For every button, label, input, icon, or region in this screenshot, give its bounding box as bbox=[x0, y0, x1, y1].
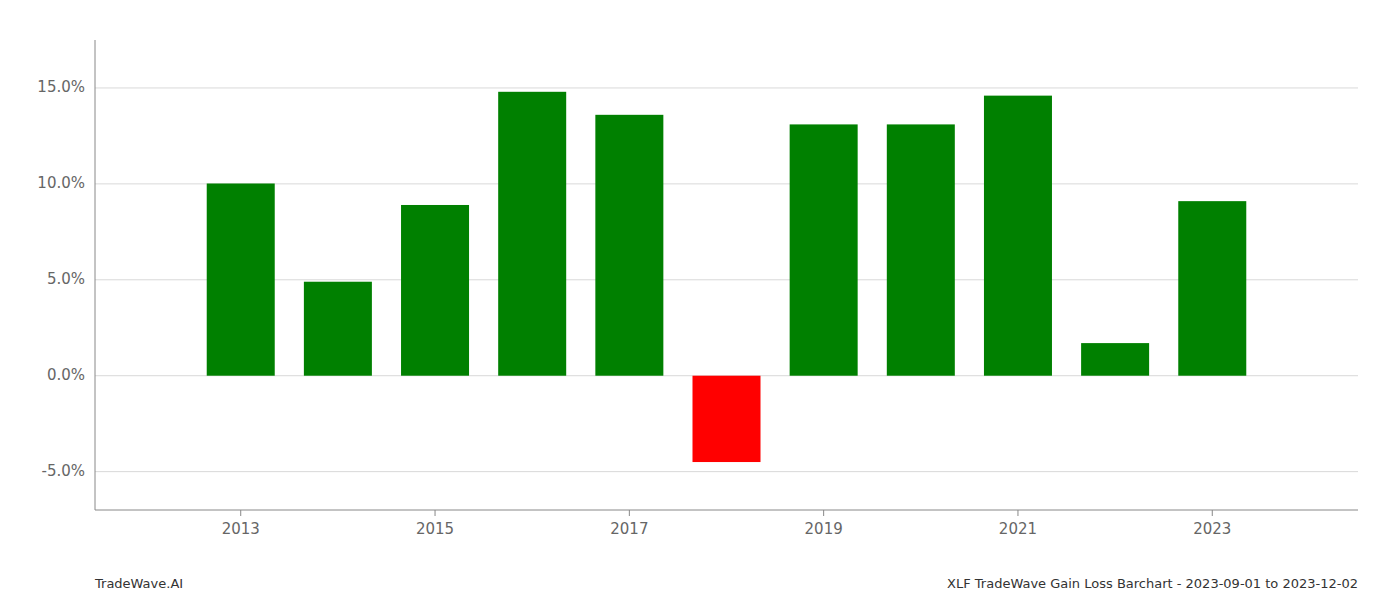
bars bbox=[207, 92, 1247, 462]
x-tick-label: 2019 bbox=[805, 520, 843, 538]
x-tick-label: 2013 bbox=[222, 520, 260, 538]
y-tick-label: 5.0% bbox=[47, 270, 85, 288]
bar bbox=[498, 92, 566, 376]
bar bbox=[887, 124, 955, 375]
grid-line bbox=[95, 471, 1358, 472]
bar bbox=[401, 205, 469, 376]
x-tick-label: 2017 bbox=[610, 520, 648, 538]
x-tick bbox=[435, 510, 436, 516]
grid-line bbox=[95, 183, 1358, 184]
bar bbox=[1178, 201, 1246, 376]
axes: -5.0% 0.0% 5.0% 10.0% 15.0% 2013 2015 2017 2019 2… bbox=[37, 40, 1358, 538]
bar bbox=[692, 376, 760, 462]
bar bbox=[304, 282, 372, 376]
chart: -5.0% 0.0% 5.0% 10.0% 15.0% 2013 2015 2017 2019 2… bbox=[0, 0, 1400, 600]
x-tick bbox=[240, 510, 241, 516]
y-axis-line bbox=[95, 40, 96, 510]
y-tick-label: 10.0% bbox=[37, 174, 85, 192]
grid-line bbox=[95, 279, 1358, 280]
y-tick-label: -5.0% bbox=[41, 462, 85, 480]
x-tick bbox=[1212, 510, 1213, 516]
bar bbox=[595, 115, 663, 376]
bar bbox=[790, 124, 858, 375]
y-tick-label: 0.0% bbox=[47, 366, 85, 384]
y-tick-label: 15.0% bbox=[37, 78, 85, 96]
x-tick bbox=[823, 510, 824, 516]
footer-text: XLF TradeWave Gain Loss Barchart - 2023-… bbox=[947, 576, 1358, 591]
chart-container: -5.0% 0.0% 5.0% 10.0% 15.0% 2013 2015 2017 2019 2… bbox=[0, 0, 1400, 600]
grid-line bbox=[95, 87, 1358, 88]
footer-text: TradeWave.AI bbox=[94, 576, 183, 591]
bar bbox=[207, 183, 275, 375]
x-tick bbox=[1017, 510, 1018, 516]
x-tick-label: 2015 bbox=[416, 520, 454, 538]
bar bbox=[984, 96, 1052, 376]
x-tick bbox=[629, 510, 630, 516]
x-tick-label: 2023 bbox=[1193, 520, 1231, 538]
x-axis-line bbox=[95, 510, 1358, 511]
grid bbox=[95, 88, 1358, 472]
bar bbox=[1081, 343, 1149, 376]
x-tick-label: 2021 bbox=[999, 520, 1037, 538]
